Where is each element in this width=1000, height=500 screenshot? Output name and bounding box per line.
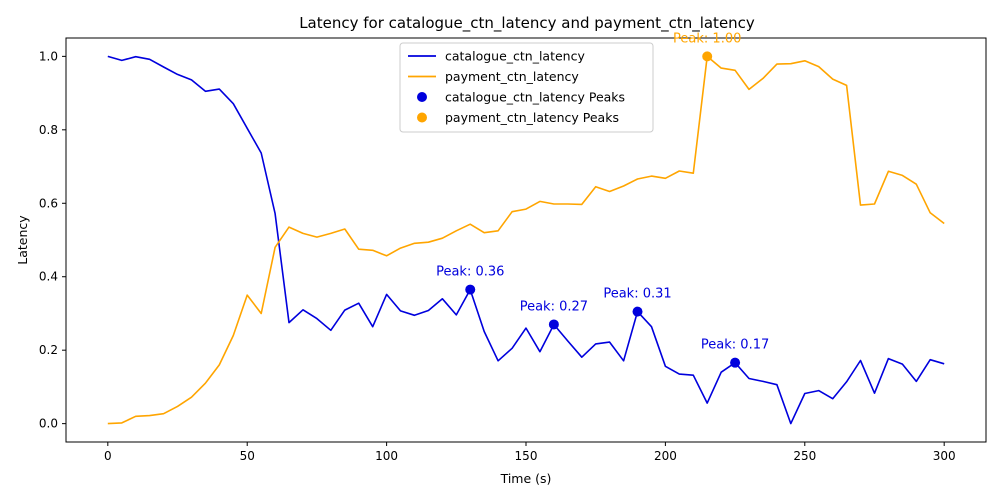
y-axis: 0.0 0.2 0.4 0.6 0.8 1.0 [39,49,66,431]
legend-marker-swatch [417,92,427,102]
series-layer [107,55,945,425]
peak-marker [730,357,741,368]
peak-marker [465,284,476,295]
legend-entry: catalogue_ctn_latency [445,49,585,64]
peaks-layer: Peak: 0.36 Peak: 0.27 Peak: 0.31 Peak: 0.17… [436,31,769,368]
legend: catalogue_ctn_latency payment_ctn_latency… [399,42,654,133]
peak-label: Peak: 1.00 [673,31,741,46]
peak-marker [702,51,713,62]
x-tick-label: 0 [104,449,112,463]
x-axis-label: Time (s) [500,471,552,486]
y-tick-label: 0.8 [39,123,58,137]
series-line-payment-ctn-latency [107,55,945,425]
y-tick-label: 1.0 [39,49,58,63]
y-tick-label: 0.0 [39,417,58,431]
legend-marker-swatch [417,112,427,123]
x-tick-label: 50 [240,449,255,463]
y-tick-label: 0.2 [39,343,58,357]
legend-entry: payment_ctn_latency [445,69,579,84]
peak-label: Peak: 0.27 [520,299,588,314]
series-line-catalogue-ctn-latency [107,55,945,425]
legend-entry: payment_ctn_latency Peaks [445,110,619,125]
peak-label: Peak: 0.17 [701,338,769,353]
peak-marker [548,319,559,330]
peak-label: Peak: 0.31 [603,287,671,302]
x-tick-label: 250 [793,449,816,463]
legend-box [399,42,654,133]
chart-title: Latency for catalogue_ctn_latency and pa… [299,14,755,33]
y-tick-label: 0.6 [39,196,58,210]
x-tick-label: 150 [515,449,538,463]
x-tick-label: 200 [654,449,677,463]
peak-marker [632,306,643,317]
x-tick-label: 100 [375,449,398,463]
peak-label: Peak: 0.36 [436,265,504,280]
y-tick-label: 0.4 [39,270,58,284]
y-axis-label: Latency [15,215,30,265]
x-axis: 0 50 100 150 200 250 300 [104,442,956,463]
x-tick-label: 300 [933,449,956,463]
legend-entry: catalogue_ctn_latency Peaks [445,90,625,105]
